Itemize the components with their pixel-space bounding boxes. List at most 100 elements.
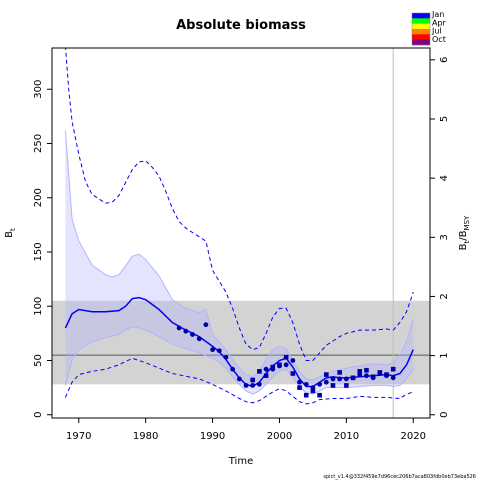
version-footnote: spict_v1.4@332f459e7d96cec206b7aca803fdb…: [323, 474, 476, 480]
observation-index2-point: [377, 370, 383, 375]
observation-index2-point: [303, 392, 309, 398]
observation-index2-point: [250, 377, 256, 383]
observation-index2-point: [270, 364, 276, 370]
y-right-tick-label: 5: [439, 116, 450, 122]
y-axis-right: 0 1 2 3 4 5 6: [430, 57, 450, 418]
y-left-tick-label: 50: [33, 354, 44, 367]
legend-frame: [411, 12, 431, 46]
observation-index2-point: [390, 366, 396, 372]
y-axis-right-title-sub1: t: [463, 240, 471, 243]
observation-index1-point: [216, 348, 222, 354]
biomass-estimate-line: [64, 296, 414, 388]
observation-index1-point: [190, 332, 195, 337]
x-tick-label: 1970: [66, 431, 91, 442]
observation-index1-point: [303, 381, 309, 387]
observation-index2-point: [384, 372, 389, 377]
observation-index1-point: [343, 376, 349, 382]
legend-label: Oct: [432, 35, 446, 44]
observation-index2-point: [364, 367, 369, 373]
observation-index2-point: [317, 392, 322, 398]
chart-title: Absolute biomass: [176, 18, 306, 33]
y-axis-right-title: Bt/BMSY: [458, 215, 471, 250]
y-axis-right-title-mid: /B: [458, 230, 469, 240]
x-tick-label: 1980: [133, 431, 158, 442]
y-axis-right-title-sub2: MSY: [463, 215, 471, 230]
y-left-tick-label: 200: [33, 188, 44, 207]
observation-index2-point: [337, 370, 342, 375]
y-axis-left-title-main: B: [4, 231, 15, 238]
x-axis-title: Time: [228, 456, 253, 467]
y-right-tick-label: 0: [439, 412, 450, 418]
observation-index1-point: [196, 336, 202, 342]
observation-index2-point: [297, 385, 302, 390]
x-tick-label: 1990: [200, 431, 225, 442]
observation-index1-point: [290, 358, 296, 363]
legend-color-swatch: [412, 39, 430, 46]
y-left-tick-label: 250: [33, 134, 44, 153]
observation-index1-point: [297, 379, 302, 385]
y-left-tick-label: 300: [33, 80, 44, 99]
y-right-tick-label: 4: [439, 175, 450, 181]
y-axis-right-title-main: B: [458, 243, 469, 250]
observation-index2-point: [357, 369, 363, 374]
observation-index1-point: [236, 376, 242, 382]
legend-label: Apr: [432, 18, 447, 27]
observation-index1-point: [364, 373, 369, 379]
legend-color-swatch: [412, 34, 430, 40]
observation-index1-point: [263, 366, 269, 372]
observation-index1-point: [317, 381, 323, 387]
y-axis-left-title: Bt: [4, 228, 17, 238]
x-tick-label: 2020: [401, 431, 426, 442]
observation-index2-point: [277, 362, 282, 368]
y-right-tick-label: 3: [439, 234, 450, 240]
x-tick-label: 2010: [334, 431, 359, 442]
observation-index1-point: [283, 362, 289, 368]
y-axis-left: 0 50 100 150 200 250 300: [33, 80, 52, 418]
observation-index2-point: [263, 373, 269, 378]
plot-area: [52, 48, 430, 418]
observation-index1-point: [250, 383, 256, 388]
legend-label: Jul: [431, 27, 442, 36]
observation-index1-point: [337, 376, 343, 382]
estimate-ci-band: [65, 130, 414, 395]
observation-index2-point: [283, 354, 289, 360]
observation-index2-point: [370, 374, 376, 380]
y-right-tick-label: 2: [439, 293, 450, 299]
legend-color-swatch: [412, 13, 430, 19]
observation-index1-point: [230, 366, 236, 372]
outer-ci-upper-line: [65, 48, 414, 361]
x-axis: 1970 1980 1990 2000 2010 2020: [66, 418, 426, 442]
observation-index1-point: [256, 381, 262, 387]
y-axis-left-title-sub: t: [9, 228, 17, 231]
x-tick-label: 2000: [267, 431, 292, 442]
observation-index1-point: [223, 354, 229, 360]
observation-index2-point: [324, 372, 329, 377]
observation-index2-point: [257, 369, 262, 374]
observation-index2-point: [344, 383, 349, 388]
y-left-tick-label: 100: [33, 297, 44, 316]
observation-index1-point: [183, 328, 189, 334]
observation-index2-point: [350, 375, 356, 381]
outer-ci-lower-line: [64, 357, 414, 405]
plot-frame: [51, 47, 431, 419]
observation-index2-point: [330, 383, 336, 388]
y-right-tick-label: 6: [439, 57, 450, 63]
observation-index2-point: [290, 371, 296, 376]
legend-color-swatch: [412, 23, 430, 30]
observation-index2-point: [310, 388, 316, 394]
observation-index1-point: [390, 375, 396, 381]
legend-color-swatch: [412, 29, 430, 35]
legend-color-swatch: [412, 18, 430, 24]
observation-index1-point: [176, 325, 182, 331]
legend-label: Jan: [431, 10, 444, 19]
y-right-tick-label: 1: [439, 352, 450, 358]
observation-index1-point: [323, 379, 329, 385]
observation-index1-point: [203, 322, 209, 328]
estimate-ci-band-lower-edge: [64, 326, 414, 395]
observation-index1-point: [210, 347, 215, 353]
observation-index1-point: [243, 383, 249, 388]
y-left-tick-label: 150: [33, 242, 44, 261]
y-left-tick-label: 0: [33, 412, 44, 418]
